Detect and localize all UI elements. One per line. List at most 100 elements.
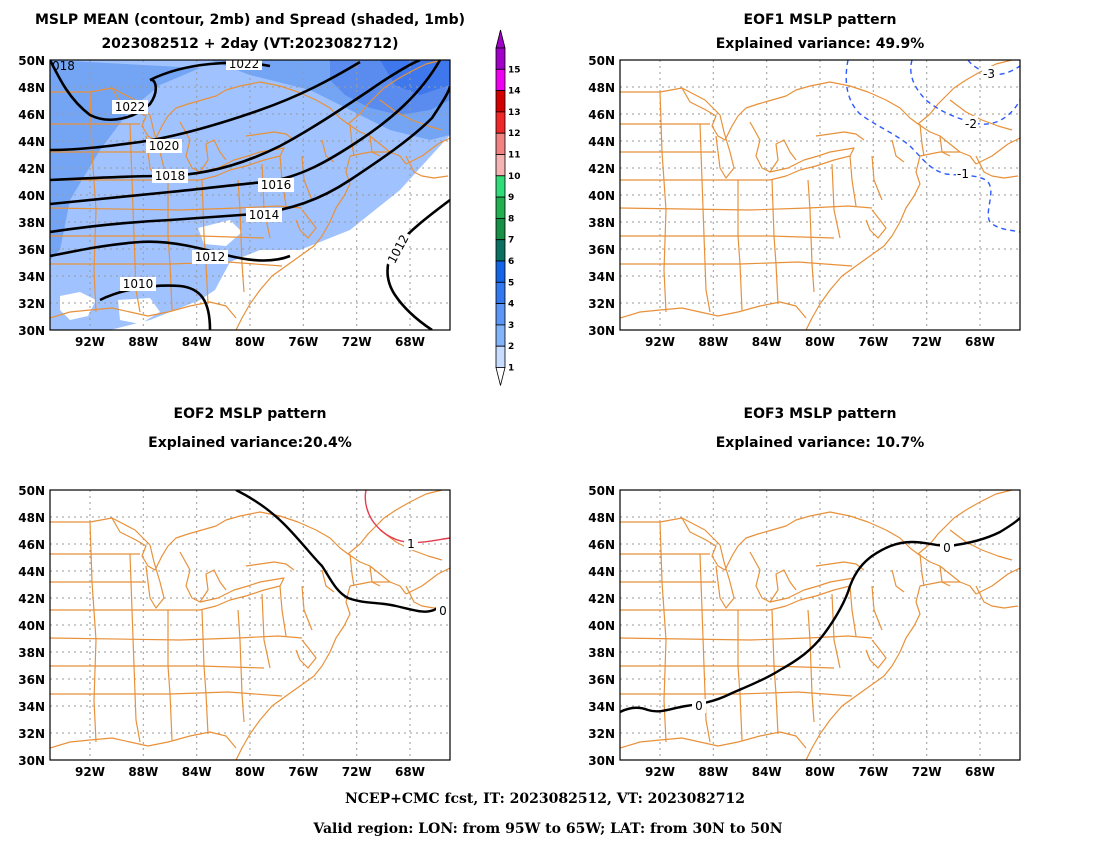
lat-tick-label: 36N <box>588 673 615 687</box>
colorbar-swatch <box>495 303 506 326</box>
mean-panel-frame <box>49 59 451 331</box>
lat-tick-label: 32N <box>588 727 615 741</box>
eof2-positive-contour <box>364 490 450 544</box>
contour-label: 1020 <box>149 139 180 153</box>
eof3-panel-subtitle: Explained variance: 10.7% <box>716 435 925 451</box>
lat-tick-label: 40N <box>588 619 615 633</box>
eof3-panel: 0 0 <box>619 489 1021 761</box>
colorbar-swatch <box>495 281 506 304</box>
lon-tick-label: 88W <box>128 765 158 779</box>
footer-valid-region: Valid region: LON: from 95W to 65W; LAT:… <box>312 821 782 837</box>
lat-tick-label: 48N <box>18 81 45 95</box>
colorbar-min-arrow <box>495 367 506 386</box>
lon-tick-label: 84W <box>182 765 212 779</box>
colorbar-tick-label: 3 <box>508 321 514 331</box>
lat-tick-label: 34N <box>18 270 45 284</box>
contour-label: 0 <box>439 604 447 618</box>
colorbar-max-arrow <box>495 29 506 49</box>
colorbar-tick-label: 9 <box>508 193 514 203</box>
lon-tick-label: 88W <box>698 765 728 779</box>
eof1-contour-minus1 <box>845 60 1020 233</box>
lon-tick-label: 68W <box>965 765 995 779</box>
eof2-panel-subtitle: Explained variance:20.4% <box>148 435 352 451</box>
lat-tick-label: 50N <box>588 54 615 68</box>
footer-forecast-info: NCEP+CMC fcst, IT: 2023082512, VT: 20230… <box>345 791 745 807</box>
lon-tick-label: 92W <box>75 765 105 779</box>
colorbar-swatch <box>495 90 506 113</box>
lon-tick-label: 80W <box>235 335 265 349</box>
lat-tick-label: 46N <box>588 538 615 552</box>
colorbar-tick-label: 4 <box>508 300 514 310</box>
lat-tick-label: 30N <box>18 754 45 768</box>
colorbar-tick-label: 12 <box>508 129 521 139</box>
lat-tick-label: 48N <box>18 511 45 525</box>
lon-tick-label: 76W <box>858 335 888 349</box>
lon-tick-label: 84W <box>182 335 212 349</box>
lon-tick-label: 72W <box>912 335 942 349</box>
lat-tick-label: 36N <box>18 243 45 257</box>
lat-tick-label: 48N <box>588 81 615 95</box>
lat-tick-label: 38N <box>18 646 45 660</box>
eof1-contours <box>845 60 1020 233</box>
eof1-panel-subtitle: Explained variance: 49.9% <box>716 36 925 52</box>
lon-tick-label: 88W <box>128 335 158 349</box>
lon-tick-label: 76W <box>288 765 318 779</box>
contour-1010 <box>99 284 212 330</box>
lat-tick-label: 36N <box>18 673 45 687</box>
eof1-contour-minus2 <box>910 60 1020 125</box>
lat-tick-label: 46N <box>18 538 45 552</box>
colorbar-tick-label: 6 <box>508 257 514 267</box>
colorbar-tick-label: 8 <box>508 214 514 224</box>
contour-label: -3 <box>983 67 995 81</box>
contour-label: 1014 <box>249 208 280 222</box>
colorbar-tick-label: 15 <box>508 65 521 75</box>
colorbar-swatch <box>495 175 506 198</box>
eof2-zero-contour <box>235 490 450 613</box>
contour-label: -1 <box>957 167 969 181</box>
lon-tick-label: 84W <box>752 765 782 779</box>
lat-tick-label: 36N <box>588 243 615 257</box>
eof3-panel-title: EOF3 MSLP pattern <box>744 406 897 422</box>
contour-label: 1010 <box>123 277 154 291</box>
colorbar-swatch <box>495 239 506 262</box>
lon-tick-label: 84W <box>752 335 782 349</box>
colorbar-swatch <box>495 111 506 134</box>
lat-tick-label: 32N <box>588 297 615 311</box>
eof2-panel-title: EOF2 MSLP pattern <box>174 406 327 422</box>
colorbar-tick-label: 14 <box>508 87 521 97</box>
lon-tick-label: 92W <box>75 335 105 349</box>
eof1-contour-labels: -3 -2 -1 <box>956 66 996 181</box>
eof2-contour-labels: 0 1 <box>404 536 450 618</box>
colorbar-tick-label: 1 <box>508 364 514 374</box>
lat-tick-label: 38N <box>18 216 45 230</box>
eof3-contour-labels: 0 0 <box>692 540 954 713</box>
spread-shading-medium <box>50 60 450 260</box>
contour-1012-atlantic <box>386 198 450 330</box>
lat-tick-label: 50N <box>18 484 45 498</box>
colorbar-tick-label: 7 <box>508 236 514 246</box>
lon-tick-label: 80W <box>805 335 835 349</box>
lon-tick-label: 80W <box>235 765 265 779</box>
lat-tick-label: 50N <box>18 54 45 68</box>
lat-tick-label: 42N <box>18 162 45 176</box>
contour-label: 1018 <box>155 169 186 183</box>
contour-label: 0 <box>943 541 951 555</box>
colorbar-swatch <box>495 260 506 283</box>
spread-colorbar: 15 14 13 12 11 10 9 8 7 6 5 4 3 2 1 <box>495 29 521 386</box>
lat-tick-label: 34N <box>588 700 615 714</box>
contour-label: -2 <box>965 117 977 131</box>
lon-tick-label: 92W <box>645 765 675 779</box>
contour-1012-gulf <box>50 240 291 262</box>
colorbar-swatch <box>495 196 506 219</box>
eof2-panel-frame <box>49 489 451 761</box>
contour-label: 1 <box>407 537 415 551</box>
mean-contour-labels: 1022 1022 1020 1018 1016 1014 1012 1012 … <box>52 60 413 291</box>
lat-tick-label: 30N <box>588 324 615 338</box>
lon-tick-label: 80W <box>805 765 835 779</box>
lon-tick-label: 76W <box>858 765 888 779</box>
lat-tick-label: 40N <box>18 189 45 203</box>
contour-1014 <box>50 85 450 234</box>
eof2-panel: 0 1 <box>49 489 451 761</box>
lat-tick-label: 30N <box>18 324 45 338</box>
